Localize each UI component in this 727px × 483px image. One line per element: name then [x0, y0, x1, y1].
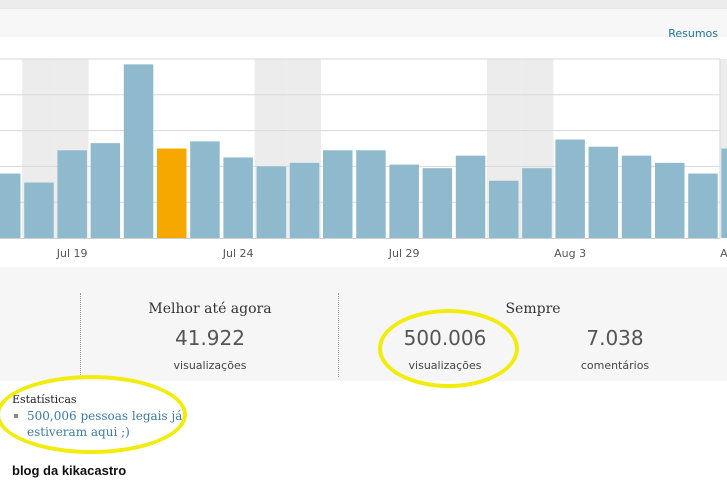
chart-bar [555, 139, 585, 238]
chart-bar [289, 162, 320, 238]
chart-bar [57, 150, 87, 238]
blog-title: blog da kikacastro [12, 463, 127, 478]
resumos-link[interactable]: Resumos [668, 27, 718, 40]
chart-bar [688, 173, 718, 238]
chart-bar [356, 150, 386, 238]
total-comments-value: 7.038 [586, 326, 644, 350]
chart-bar [389, 164, 419, 238]
divider-middle [338, 293, 339, 377]
widget-list: 500,006 pessoas legais já estiveram aqui… [12, 408, 202, 440]
widget-stat-line1: 500,006 pessoas legais já [27, 409, 183, 423]
chart-bar [223, 157, 253, 238]
top-bar [0, 0, 727, 8]
chart-bar [721, 148, 727, 238]
chart-bar [256, 166, 287, 238]
chart-bar [455, 155, 486, 238]
divider-left [80, 293, 81, 377]
chart-bar [655, 162, 685, 238]
stats-panel: Melhor até agora 41.922 visualizações Se… [0, 267, 727, 381]
x-tick-label: Aug 3 [554, 247, 586, 260]
widget-title: Estatísticas [12, 393, 77, 406]
chart-bar [90, 143, 121, 238]
best-views-value: 41.922 [175, 326, 245, 350]
chart-bar [588, 146, 619, 238]
x-tick-label: Jul 29 [388, 247, 420, 260]
chart-bar [621, 155, 652, 238]
best-heading: Melhor até agora [148, 301, 272, 317]
bullet-icon [14, 414, 18, 418]
bar-chart: Jul 19 Jul 24 Jul 29 Aug 3 Aug 8 [0, 58, 727, 260]
chart-bar [0, 173, 21, 238]
widget-stat-line2: estiveram aqui ;) [27, 425, 130, 439]
total-views-label: visualizações [408, 359, 482, 372]
views-chart: Jul 19 Jul 24 Jul 29 Aug 3 Aug 8 [0, 37, 727, 267]
chart-bar [489, 180, 519, 238]
x-tick-label: Jul 24 [222, 247, 254, 260]
chart-bar [422, 168, 453, 238]
best-views-label: visualizações [173, 359, 247, 372]
widget-stat-item: 500,006 pessoas legais já estiveram aqui… [12, 408, 202, 440]
chart-bar [522, 168, 552, 238]
chart-bar [24, 182, 54, 238]
x-tick-label: Jul 19 [56, 247, 88, 260]
total-comments-label: comentários [580, 359, 650, 372]
chart-bar [190, 141, 220, 238]
total-views-value: 500.006 [403, 326, 487, 350]
chart-bar [323, 150, 353, 238]
always-heading: Sempre [505, 301, 561, 317]
stats-header: Resumos [0, 8, 727, 40]
x-tick-label: Aug 8 [720, 247, 727, 260]
chart-bar [157, 148, 187, 238]
chart-bar [123, 64, 154, 239]
